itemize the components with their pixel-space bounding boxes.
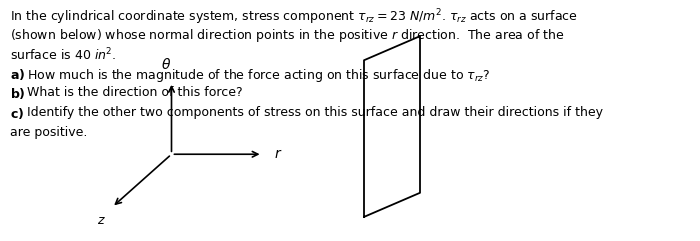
Text: $\mathbf{a)}$: $\mathbf{a)}$ bbox=[10, 67, 26, 81]
Text: $\mathbf{c)}$: $\mathbf{c)}$ bbox=[10, 106, 25, 121]
Text: $\mathbf{b)}$: $\mathbf{b)}$ bbox=[10, 86, 26, 101]
Text: $\theta$: $\theta$ bbox=[161, 57, 171, 72]
Text: (shown below) whose normal direction points in the positive $r$ direction.  The : (shown below) whose normal direction poi… bbox=[10, 27, 565, 44]
Text: $r$: $r$ bbox=[274, 147, 282, 161]
Text: Identify the other two components of stress on this surface and draw their direc: Identify the other two components of str… bbox=[27, 106, 603, 119]
Text: What is the direction of this force?: What is the direction of this force? bbox=[27, 86, 243, 99]
Text: are positive.: are positive. bbox=[10, 126, 88, 139]
Text: How much is the magnitude of the force acting on this surface due to $\tau_{rz}$: How much is the magnitude of the force a… bbox=[27, 67, 491, 84]
Text: In the cylindrical coordinate system, stress component $\tau_{rz} = 23\ N/m^2$. : In the cylindrical coordinate system, st… bbox=[10, 7, 578, 27]
Text: $z$: $z$ bbox=[97, 214, 106, 228]
Text: surface is 40 $in^2$.: surface is 40 $in^2$. bbox=[10, 47, 117, 63]
